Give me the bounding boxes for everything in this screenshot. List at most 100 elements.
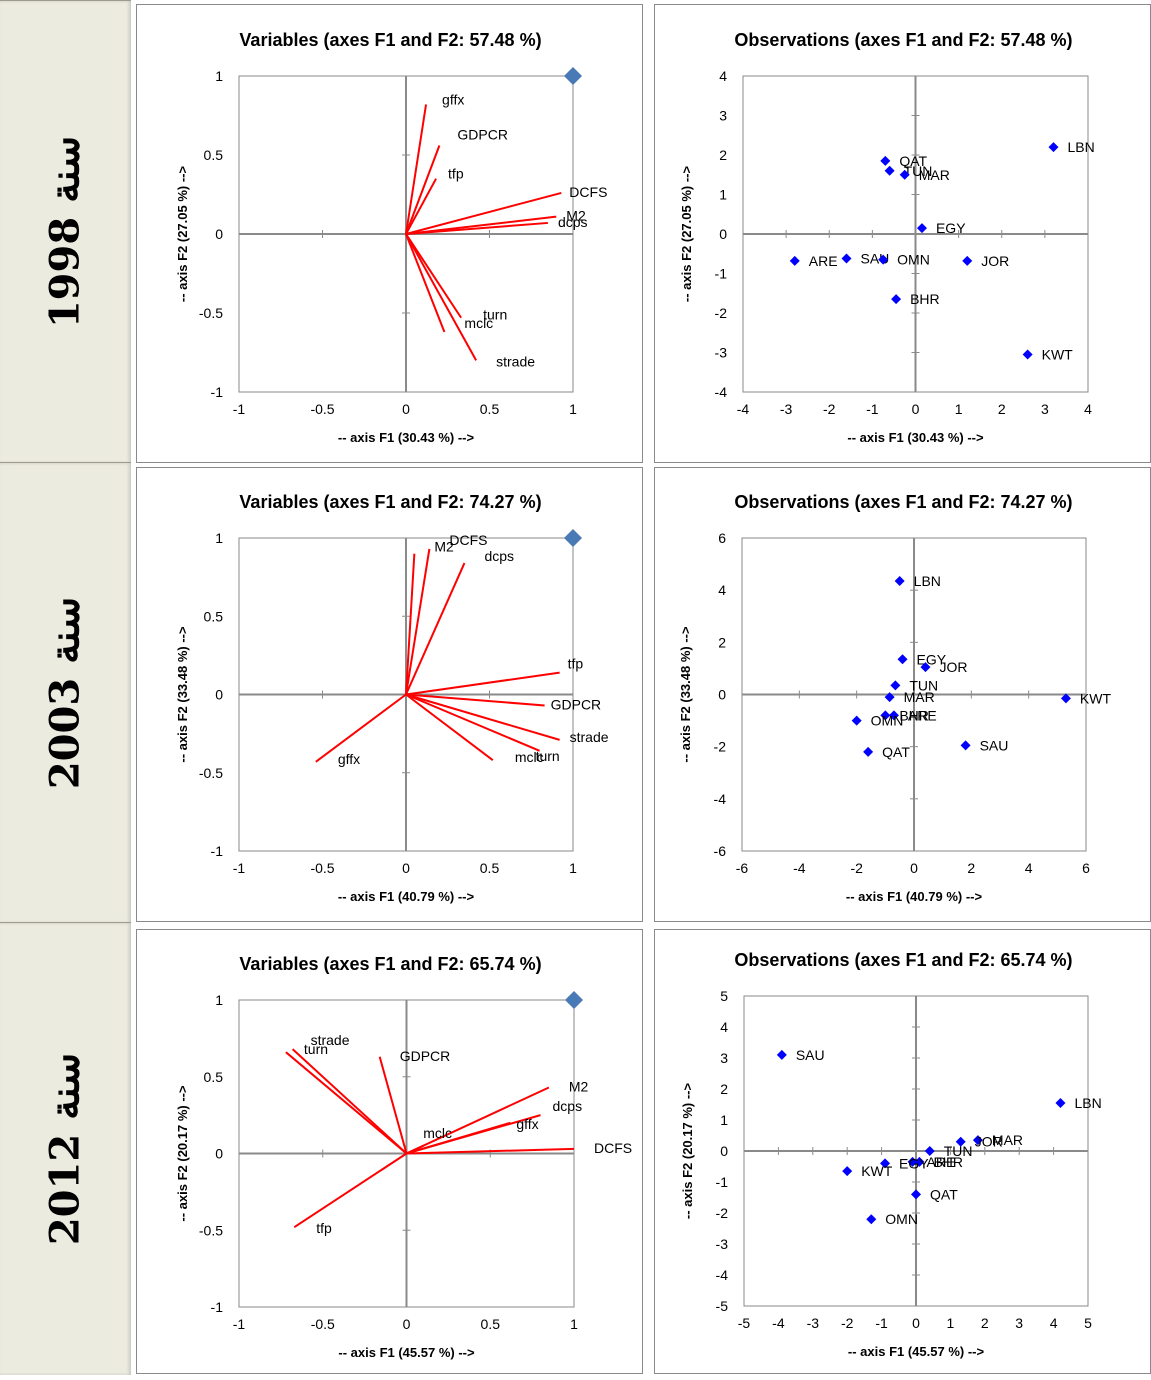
vector-label-mclc: mclc — [423, 1125, 452, 1141]
corner-marker — [564, 529, 582, 547]
x-tick-label: -1 — [866, 401, 879, 417]
vector-m2 — [405, 553, 416, 695]
point-label-lbn: LBN — [914, 573, 941, 589]
chart-title: Observations (axes F1 and F2: 74.27 %) — [734, 492, 1072, 512]
y-tick-label: -4 — [714, 791, 727, 807]
x-tick-label: -4 — [793, 860, 806, 876]
point-qat — [880, 155, 891, 166]
y-tick-label: 0 — [718, 687, 726, 703]
x-tick-label: -3 — [780, 401, 793, 417]
observations-chart-2003: Observations (axes F1 and F2: 74.27 %) -6… — [678, 492, 1112, 904]
vector-label-dcps: dcps — [558, 214, 588, 230]
y-tick-label: -3 — [716, 1236, 729, 1252]
point-label-are: ARE — [908, 707, 937, 723]
point-label-omn: OMN — [871, 713, 904, 729]
x-tick-label: 1 — [569, 860, 577, 876]
vector-label-tfp: tfp — [568, 656, 584, 672]
chart-title: Variables (axes F1 and F2: 74.27 %) — [239, 492, 541, 512]
corner-marker — [564, 67, 582, 85]
vector-label-dcfs: DCFS — [449, 532, 487, 548]
y-tick-label: 1 — [215, 530, 223, 546]
y-tick-label: -4 — [715, 384, 728, 400]
x-tick-label: -2 — [850, 860, 863, 876]
vector-gffx — [406, 1121, 511, 1155]
y-axis-label: -- axis F2 (20.17 %) --> — [175, 1085, 190, 1222]
vector-label-dcfs: DCFS — [569, 184, 607, 200]
x-tick-label: 2 — [998, 401, 1006, 417]
vector-label-dcps: dcps — [484, 548, 514, 564]
x-tick-label: 4 — [1050, 1315, 1058, 1331]
x-tick-label: -5 — [738, 1315, 751, 1331]
x-tick-label: 3 — [1041, 401, 1049, 417]
chart-title: Observations (axes F1 and F2: 65.74 %) — [734, 950, 1072, 970]
x-tick-label: -6 — [736, 860, 749, 876]
vector-dcps — [405, 562, 466, 695]
vector-label-tfp: tfp — [448, 166, 464, 182]
chart-panel-variables-2003: Variables (axes F1 and F2: 74.27 %) -1 -0.… — [136, 467, 643, 922]
vector-dcfs — [405, 191, 562, 235]
y-tick-label: 0.5 — [204, 147, 224, 163]
x-tick-label: 0 — [912, 401, 920, 417]
x-tick-label: -1 — [233, 401, 246, 417]
point-jor — [955, 1136, 966, 1147]
point-label-kwt: KWT — [1042, 346, 1074, 362]
y-tick-label: 2 — [719, 147, 727, 163]
row-label-cell-1998: سنة 1998 — [0, 0, 131, 463]
y-tick-label: -1 — [715, 266, 728, 282]
point-label-mar: MAR — [904, 689, 935, 705]
y-tick-label: 5 — [720, 988, 728, 1004]
point-sau — [960, 740, 971, 751]
vector-label-gdpcr: GDPCR — [400, 1048, 451, 1064]
point-lbn — [1048, 142, 1059, 153]
x-tick-label: 0 — [402, 860, 410, 876]
y-tick-label: 3 — [719, 108, 727, 124]
point-label-sau: SAU — [980, 737, 1009, 753]
point-are — [888, 710, 899, 721]
variables-chart-2012: Variables (axes F1 and F2: 65.74 %) -1 -0.… — [175, 954, 632, 1360]
vector-turn — [405, 233, 462, 319]
point-label-egy: EGY — [936, 220, 966, 236]
vector-tfp — [405, 671, 560, 696]
point-label-egy: EGY — [917, 651, 947, 667]
vector-label-mclc: mclc — [464, 315, 493, 331]
vector-gdpcr — [405, 693, 545, 707]
x-tick-label: 0 — [402, 401, 410, 417]
vector-label-dcfs: DCFS — [594, 1140, 632, 1156]
y-tick-label: -6 — [714, 843, 727, 859]
y-tick-label: 0 — [215, 687, 223, 703]
chart-panel-observations-1998: Observations (axes F1 and F2: 57.48 %) -4… — [654, 4, 1151, 463]
vector-gffx — [405, 104, 428, 235]
vector-label-gdpcr: GDPCR — [457, 127, 508, 143]
point-label-sau: SAU — [796, 1047, 825, 1063]
y-tick-label: -0.5 — [199, 765, 223, 781]
x-tick-label: 2 — [967, 860, 975, 876]
vector-label-turn: turn — [304, 1041, 328, 1057]
y-tick-label: -2 — [714, 739, 727, 755]
y-axis-label: -- axis F2 (33.48 %) --> — [678, 626, 693, 763]
point-egy — [916, 223, 927, 234]
y-tick-label: -1 — [211, 843, 224, 859]
y-tick-label: 0 — [720, 1143, 728, 1159]
point-mar — [899, 169, 910, 180]
y-tick-label: 1 — [215, 992, 223, 1008]
vector-label-turn: turn — [483, 307, 507, 323]
vector-label-gffx: gffx — [338, 751, 360, 767]
point-mar — [972, 1135, 983, 1146]
x-tick-label: -0.5 — [310, 860, 334, 876]
x-axis-label: -- axis F1 (45.57 %) --> — [848, 1344, 985, 1359]
vector-mclc — [405, 693, 494, 762]
point-are — [789, 255, 800, 266]
vector-turn — [285, 1051, 408, 1155]
vector-strade — [405, 233, 478, 361]
vector-label-dcps: dcps — [553, 1098, 583, 1114]
point-label-kwt: KWT — [1080, 690, 1112, 706]
vector-turn — [405, 693, 540, 752]
point-sau — [841, 253, 852, 264]
x-tick-label: -2 — [823, 401, 836, 417]
point-label-are: ARE — [927, 1154, 956, 1170]
vector-m2 — [406, 1086, 550, 1155]
point-kwt — [842, 1166, 853, 1177]
y-tick-label: -1 — [211, 384, 224, 400]
x-tick-label: -4 — [772, 1315, 785, 1331]
chart-title: Variables (axes F1 and F2: 65.74 %) — [239, 954, 541, 974]
